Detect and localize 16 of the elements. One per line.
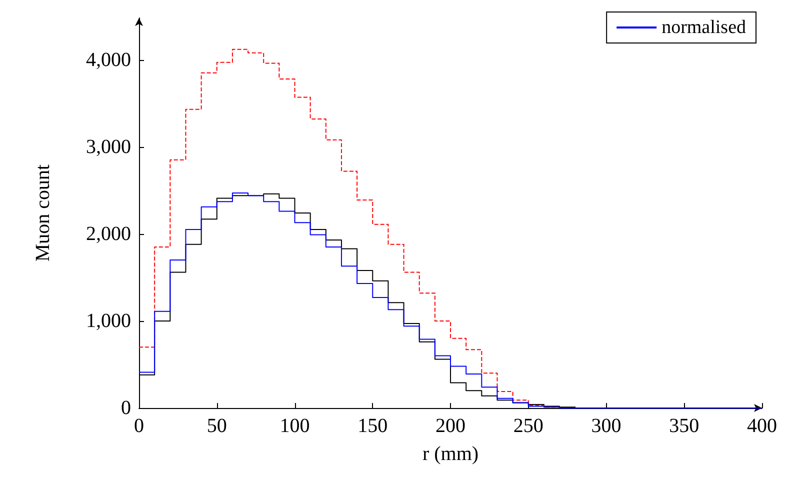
y-axis-title: Muon count (32, 164, 54, 262)
y-tick-label: 0 (121, 397, 131, 419)
legend-label: normalised (662, 17, 746, 38)
x-tick-label: 100 (280, 415, 310, 437)
x-tick-label: 350 (669, 415, 700, 437)
x-tick-label: 50 (206, 415, 227, 437)
x-tick-label: 300 (591, 415, 622, 437)
x-tick-label: 400 (747, 415, 777, 437)
x-axis-title: r (mm) (422, 443, 479, 465)
x-tick-label: 200 (436, 415, 466, 437)
y-tick-label: 1,000 (86, 310, 131, 332)
y-tick-label: 2,000 (86, 222, 131, 245)
x-tick-label: 150 (358, 415, 388, 437)
x-tick-label: 250 (513, 415, 544, 437)
y-tick-label: 3,000 (86, 136, 131, 158)
y-tick-label: 4,000 (86, 48, 131, 71)
